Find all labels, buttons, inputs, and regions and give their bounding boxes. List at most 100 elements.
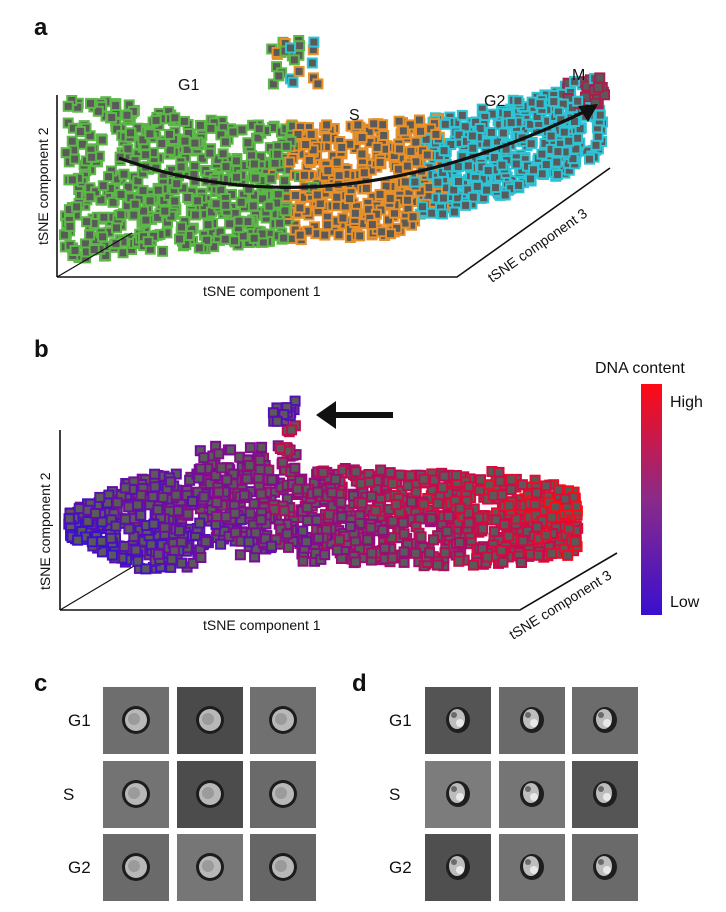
- scatter-point-dna: [450, 470, 462, 481]
- scatter-point-dna: [454, 537, 465, 548]
- scatter-point-outlier: [286, 424, 298, 436]
- scatter-point-g1: [66, 135, 78, 147]
- scatter-point-outlier: [271, 415, 283, 427]
- panel-letter-c: c: [34, 670, 48, 697]
- scatter-point-dna: [96, 535, 108, 547]
- scatter-point-s: [430, 128, 442, 140]
- scatter-point-dna: [300, 536, 312, 548]
- scatter-point-s: [407, 211, 419, 223]
- panel-c-image-s-1: [103, 761, 169, 828]
- scatter-point-g1: [107, 196, 119, 208]
- scatter-point-dna: [73, 503, 85, 515]
- scatter-point-s: [354, 230, 366, 242]
- scatter-point-dna: [229, 507, 241, 519]
- scatter-point-dna: [157, 492, 169, 503]
- scatter-point-dna: [213, 448, 225, 460]
- scatter-point-dna: [323, 509, 335, 521]
- scatter-point-dna: [410, 547, 422, 559]
- scatter-point-g2: [474, 123, 486, 134]
- scatter-point-dna: [215, 538, 227, 550]
- scatter-point-dna: [441, 525, 453, 537]
- scatter-point-dna: [481, 551, 493, 563]
- scatter-point-dna: [453, 555, 465, 567]
- panel-b-z-label: tSNE component 3: [506, 567, 614, 643]
- scatter-point-s: [374, 156, 386, 168]
- scatter-point-dna: [119, 513, 131, 525]
- panel-b-y-label: tSNE component 2: [37, 472, 53, 590]
- scatter-point-dna: [105, 532, 117, 544]
- scatter-point-g1: [100, 250, 112, 261]
- scatter-point-g1: [279, 205, 291, 217]
- scatter-point-g2: [456, 109, 468, 121]
- scatter-point-dna: [241, 473, 253, 485]
- panel-c-image-g1-2: [177, 687, 243, 754]
- panel-b-arrowhead: [316, 401, 336, 429]
- scatter-point-g1: [152, 211, 164, 223]
- scatter-point-g2: [459, 121, 471, 133]
- scatter-point-dna: [463, 517, 475, 529]
- scatter-point-s: [337, 212, 349, 224]
- scatter-point-g1: [86, 151, 98, 163]
- scatter-point-dna: [266, 474, 278, 486]
- scatter-point-g2: [545, 130, 557, 142]
- scatter-point-dna: [106, 549, 118, 561]
- cell-icon: [122, 853, 150, 881]
- scatter-point-g1: [231, 171, 242, 183]
- scatter-point-m: [599, 89, 610, 101]
- scatter-point-dna: [256, 441, 268, 453]
- scatter-point-dna: [398, 556, 410, 568]
- scatter-point-g1: [229, 235, 240, 247]
- panel-c-image-g2-1: [103, 834, 169, 901]
- scatter-point-dna: [505, 484, 517, 496]
- scatter-point-g2: [466, 130, 478, 142]
- scatter-point-g1: [103, 171, 115, 183]
- scatter-point-g2: [453, 176, 464, 187]
- scatter-point-dna: [220, 511, 232, 523]
- scatter-point-g1: [81, 216, 93, 228]
- scatter-point-g1: [265, 173, 277, 185]
- scatter-point-dna: [266, 540, 277, 552]
- cell-icon: [593, 854, 617, 880]
- scatter-point-dna: [297, 555, 309, 567]
- scatter-point-g2: [569, 75, 581, 87]
- scatter-point-dna: [313, 532, 325, 544]
- scatter-point-dna: [194, 517, 206, 529]
- scatter-point-dna: [225, 444, 237, 456]
- panel-d-image-g2-1: [425, 834, 491, 901]
- scatter-point-g1: [280, 140, 292, 152]
- scatter-point-dna: [248, 498, 260, 510]
- scatter-point-dna: [443, 510, 455, 522]
- scatter-point-dna: [546, 548, 558, 560]
- panel-d-row-label-g1: G1: [389, 711, 412, 730]
- scatter-point-dna: [390, 499, 402, 511]
- scatter-point-g2: [482, 165, 494, 177]
- scatter-point-g2: [594, 109, 606, 121]
- scatter-point-dna: [516, 479, 528, 491]
- scatter-point-s: [405, 145, 417, 157]
- scatter-point-dna: [335, 496, 347, 508]
- panel-d-image-g2-2: [499, 834, 565, 901]
- scatter-point-dna: [90, 508, 101, 519]
- scatter-point-g1: [156, 138, 168, 149]
- scatter-point-dna: [428, 534, 439, 546]
- scatter-point-g1: [110, 100, 122, 111]
- scatter-point-g1: [257, 193, 269, 205]
- scatter-point-g1: [204, 147, 216, 159]
- scatter-point-dna: [281, 528, 293, 540]
- scatter-point-dna: [330, 473, 342, 485]
- scatter-point-dna: [377, 524, 389, 536]
- cell-icon: [520, 781, 544, 807]
- scatter-point-dna: [384, 467, 396, 479]
- panel-b-x-label: tSNE component 1: [203, 617, 321, 633]
- scatter-point-dna: [529, 499, 541, 511]
- scatter-point-g2: [438, 145, 450, 157]
- scatter-point-s: [311, 189, 323, 201]
- scatter-point-s: [383, 214, 394, 226]
- panel-c-row-label-s: S: [63, 785, 75, 804]
- colorbar-low-label: Low: [670, 594, 700, 611]
- scatter-point-dna: [110, 520, 122, 532]
- scatter-point-dna: [454, 502, 466, 514]
- cell-icon: [446, 854, 470, 880]
- scatter-point-g1: [242, 137, 254, 149]
- scatter-point-dna: [438, 470, 450, 482]
